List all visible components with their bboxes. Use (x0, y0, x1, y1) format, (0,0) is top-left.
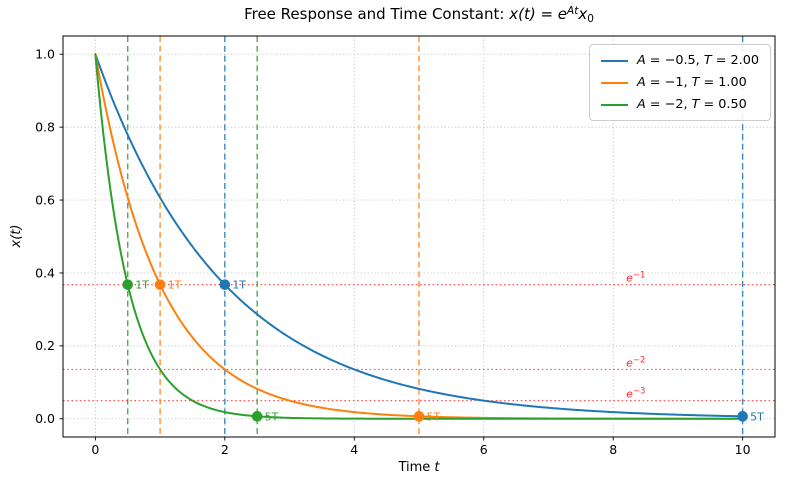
marker-5T (737, 411, 748, 422)
y-tick-label: 0.6 (35, 192, 55, 207)
x-axis-label-var: t (434, 460, 440, 475)
y-tick-label: 0.2 (35, 338, 55, 353)
legend-label: A = −0.5, T = 2.00 (636, 53, 759, 68)
title-math-subscript: 0 (587, 13, 594, 26)
legend-entry: A = −2, T = 0.50 (600, 97, 759, 112)
y-tick-label: 0.8 (35, 119, 55, 134)
title-math-sub-base: x (578, 5, 588, 23)
x-tick-label: 4 (350, 442, 358, 457)
y-tick-label: 1.0 (35, 47, 55, 62)
reference-label: e−3 (626, 387, 645, 401)
legend-label: A = −2, T = 0.50 (636, 97, 747, 112)
legend-line-sample (600, 81, 628, 84)
x-tick-label: 0 (91, 442, 99, 457)
marker-1T (219, 279, 231, 290)
marker-label-1T: 1T (232, 279, 246, 292)
legend-line-sample (600, 103, 628, 106)
marker-label-5T: 5T (265, 410, 279, 423)
x-axis-label-text: Time (398, 460, 435, 475)
reference-label: e−1 (626, 271, 645, 285)
legend-entry: A = −1, T = 1.00 (600, 75, 759, 90)
y-tick-label: 0.4 (35, 265, 55, 280)
reference-label: e−2 (626, 355, 645, 369)
x-tick-label: 10 (735, 442, 751, 457)
title-prefix: Free Response and Time Constant: (244, 5, 510, 23)
marker-1T (154, 279, 166, 290)
marker-5T (251, 411, 263, 422)
x-tick-label: 6 (480, 442, 488, 457)
legend-label: A = −1, T = 1.00 (636, 75, 747, 90)
x-axis-label: Time t (63, 460, 775, 475)
marker-5T (413, 411, 425, 422)
series-curve (94, 53, 744, 418)
title-math-superscript: At (567, 5, 579, 18)
marker-label-5T: 5T (427, 410, 441, 423)
legend: A = −0.5, T = 2.00 A = −1, T = 1.00 A = −2… (588, 44, 771, 121)
legend-line-sample (600, 59, 628, 62)
title-math-base: x(t) = e (509, 5, 568, 23)
y-axis-label: x(t) (9, 224, 24, 248)
axes-frame (62, 35, 776, 438)
marker-label-1T: 1T (168, 279, 182, 292)
marker-label-1T: 1T (135, 279, 149, 292)
marker-label-5T: 5T (750, 410, 764, 423)
x-tick-label: 2 (221, 442, 229, 457)
marker-1T (122, 279, 134, 290)
legend-entry: A = −0.5, T = 2.00 (600, 53, 759, 68)
y-tick-label: 0.0 (35, 411, 55, 426)
chart-title: Free Response and Time Constant: x(t) = … (63, 5, 775, 26)
x-tick-label: 8 (609, 442, 617, 457)
